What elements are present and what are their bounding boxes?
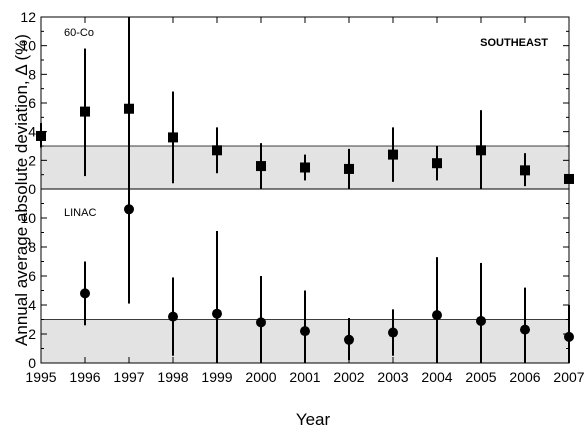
top-point-1999 [212,145,222,156]
bottom-point-2005 [476,315,486,326]
x-axis-title: Year [296,410,331,429]
xtick-label-1997: 1997 [113,369,144,385]
xtick-label-2003: 2003 [377,369,408,385]
bottom-point-2006 [520,324,530,335]
top-point-2002 [344,163,354,174]
bottom-point-2002 [344,334,354,345]
top-point-1998 [168,132,178,143]
top-panel-60co: 0 2 4 6 8 10 12 60-Co SOUTHEAST [20,9,574,197]
bottom-point-1997 [124,204,134,215]
bottom-ytick-label-3: 6 [28,268,36,284]
top-panel-label: 60-Co [64,27,94,39]
top-ytick-label-4: 8 [28,66,36,82]
y-axis-title: Annual average absolute deviation, Δ (%) [12,34,31,346]
top-point-2005 [476,145,486,156]
top-ytick-label-6: 12 [20,9,36,25]
xtick-label-2000: 2000 [245,369,276,385]
top-ytick-label-1: 2 [28,152,36,168]
top-ytick-label-3: 6 [28,95,36,111]
top-point-2006 [520,165,530,176]
bottom-point-1996 [80,288,90,299]
xtick-label-2004: 2004 [421,369,452,385]
xtick-label-1999: 1999 [201,369,232,385]
xtick-label-2002: 2002 [333,369,364,385]
bottom-panel-linac: 0 2 4 6 8 10 LINAC [20,189,574,371]
top-ytick-label-5: 10 [20,38,36,54]
bottom-point-2000 [256,317,266,328]
bottom-panel-label: LINAC [64,207,96,219]
region-label: SOUTHEAST [480,37,548,49]
xtick-label-2007: 2007 [553,369,584,385]
bottom-y-ticks: 0 2 4 6 8 10 [20,203,569,371]
bottom-point-2001 [300,326,310,337]
top-ytick-label-2: 4 [28,124,36,140]
top-point-2000 [256,161,266,172]
bottom-ytick-label-0: 0 [28,355,36,371]
top-point-1997 [124,103,134,114]
bottom-ytick-label-5: 10 [20,210,36,226]
top-ytick-label-0: 0 [28,181,36,197]
xtick-label-2005: 2005 [465,369,496,385]
xtick-label-2001: 2001 [289,369,320,385]
top-point-2004 [432,158,442,169]
bottom-point-1999 [212,308,222,319]
xtick-label-1998: 1998 [157,369,188,385]
plot-frame [40,16,570,364]
xtick-label-1996: 1996 [69,369,100,385]
bottom-ytick-label-4: 8 [28,239,36,255]
top-point-2001 [300,162,310,173]
top-point-1996 [80,106,90,117]
bottom-point-2004 [432,310,442,321]
xtick-label-1995: 1995 [25,369,56,385]
bottom-point-2003 [388,327,398,338]
bottom-point-1998 [168,311,178,322]
top-point-2003 [388,149,398,160]
bottom-ytick-label-2: 4 [28,297,36,313]
bottom-ytick-label-1: 2 [28,326,36,342]
bottom-marks [80,189,574,363]
x-ticks: 1995 1996 1997 1998 1999 2000 2001 2002 2003 2004… [25,17,585,385]
xtick-label-2006: 2006 [509,369,540,385]
